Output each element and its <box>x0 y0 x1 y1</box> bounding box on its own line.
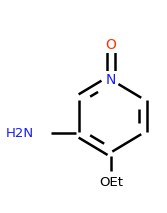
Text: N: N <box>106 73 116 87</box>
Text: OEt: OEt <box>99 176 123 189</box>
Text: H2N: H2N <box>5 127 33 140</box>
Text: O: O <box>106 38 116 52</box>
